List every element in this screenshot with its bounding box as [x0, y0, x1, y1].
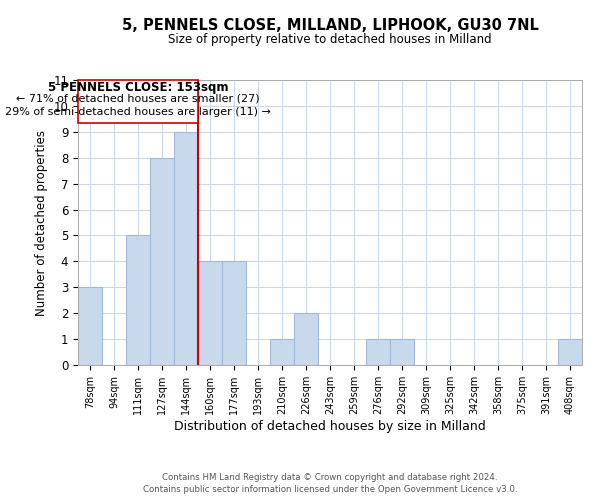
Text: Contains HM Land Registry data © Crown copyright and database right 2024.: Contains HM Land Registry data © Crown c…	[162, 473, 498, 482]
Text: Contains public sector information licensed under the Open Government Licence v3: Contains public sector information licen…	[143, 484, 517, 494]
Bar	[390, 339, 414, 365]
Bar	[198, 262, 222, 365]
Bar	[558, 339, 582, 365]
Y-axis label: Number of detached properties: Number of detached properties	[35, 130, 48, 316]
Bar	[270, 339, 294, 365]
Bar	[294, 313, 318, 365]
Text: Size of property relative to detached houses in Milland: Size of property relative to detached ho…	[168, 32, 492, 46]
Bar	[366, 339, 390, 365]
Text: ← 71% of detached houses are smaller (27): ← 71% of detached houses are smaller (27…	[16, 94, 260, 104]
Text: 5, PENNELS CLOSE, MILLAND, LIPHOOK, GU30 7NL: 5, PENNELS CLOSE, MILLAND, LIPHOOK, GU30…	[122, 18, 538, 32]
FancyBboxPatch shape	[78, 80, 198, 122]
Bar	[150, 158, 174, 365]
Bar	[174, 132, 198, 365]
X-axis label: Distribution of detached houses by size in Milland: Distribution of detached houses by size …	[174, 420, 486, 432]
Bar	[126, 236, 150, 365]
Bar	[78, 288, 102, 365]
Text: 5 PENNELS CLOSE: 153sqm: 5 PENNELS CLOSE: 153sqm	[48, 81, 228, 94]
Text: 29% of semi-detached houses are larger (11) →: 29% of semi-detached houses are larger (…	[5, 106, 271, 117]
Bar	[222, 262, 246, 365]
